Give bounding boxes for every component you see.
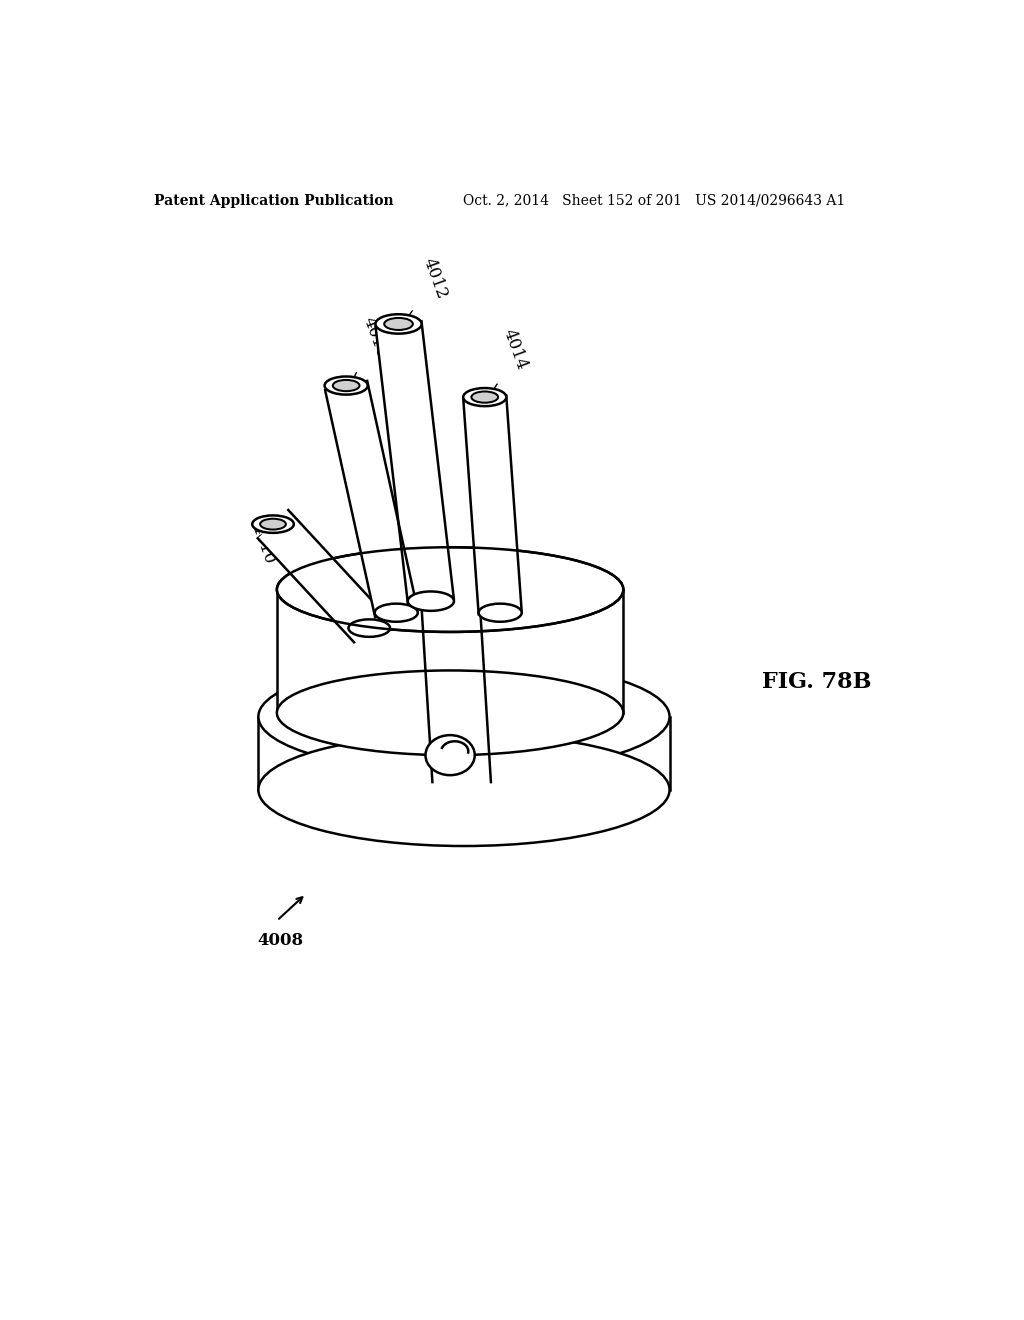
Text: 4014: 4014 xyxy=(500,327,530,372)
Ellipse shape xyxy=(276,548,624,632)
Polygon shape xyxy=(376,321,454,603)
Polygon shape xyxy=(258,510,385,643)
Ellipse shape xyxy=(463,388,506,407)
Ellipse shape xyxy=(376,314,422,334)
Ellipse shape xyxy=(333,380,359,391)
Ellipse shape xyxy=(425,735,475,775)
Text: Oct. 2, 2014   Sheet 152 of 201   US 2014/0296643 A1: Oct. 2, 2014 Sheet 152 of 201 US 2014/02… xyxy=(463,194,845,207)
Ellipse shape xyxy=(258,734,670,846)
Text: 4016: 4016 xyxy=(360,314,390,360)
Ellipse shape xyxy=(478,603,521,622)
Ellipse shape xyxy=(384,318,413,330)
Ellipse shape xyxy=(258,660,670,774)
Text: 4008: 4008 xyxy=(258,932,304,949)
Ellipse shape xyxy=(375,603,418,622)
Ellipse shape xyxy=(260,519,286,529)
Ellipse shape xyxy=(348,619,390,636)
Ellipse shape xyxy=(276,671,624,755)
Text: 4012: 4012 xyxy=(419,255,450,301)
Ellipse shape xyxy=(471,392,498,403)
Ellipse shape xyxy=(252,515,294,533)
Polygon shape xyxy=(463,396,521,614)
Ellipse shape xyxy=(408,591,454,611)
Polygon shape xyxy=(276,590,624,713)
Text: Patent Application Publication: Patent Application Publication xyxy=(154,194,393,207)
Polygon shape xyxy=(258,717,670,789)
Polygon shape xyxy=(325,381,417,618)
Ellipse shape xyxy=(325,376,368,395)
Text: FIG. 78B: FIG. 78B xyxy=(762,671,871,693)
Text: 5004: 5004 xyxy=(414,808,456,825)
Text: 4010: 4010 xyxy=(248,520,279,566)
